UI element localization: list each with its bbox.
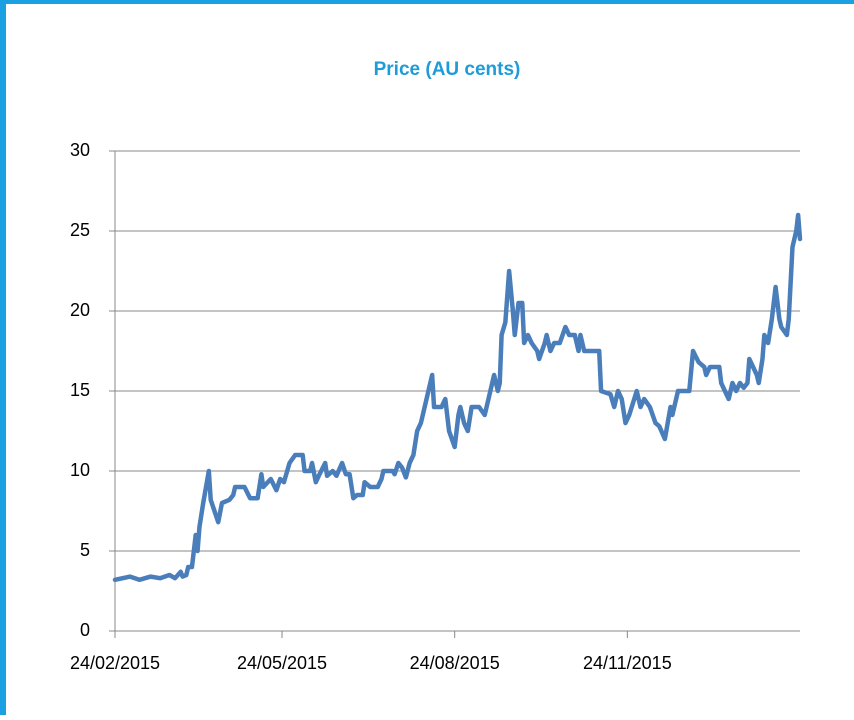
- x-tick-label: 24/11/2015: [583, 653, 672, 673]
- chart-title: Price (AU cents): [374, 59, 521, 80]
- y-tick-label: 25: [70, 220, 90, 240]
- y-tick-label: 20: [70, 300, 90, 320]
- x-tick-label: 24/02/2015: [70, 653, 160, 673]
- y-tick-label: 0: [80, 620, 90, 640]
- x-tick-label: 24/08/2015: [410, 653, 500, 673]
- price-line: [112, 212, 803, 583]
- y-tick-label: 30: [70, 140, 90, 160]
- y-tick-label: 15: [70, 380, 90, 400]
- x-tick-label: 24/05/2015: [237, 653, 327, 673]
- y-tick-label: 10: [70, 460, 90, 480]
- y-tick-label: 5: [80, 540, 90, 560]
